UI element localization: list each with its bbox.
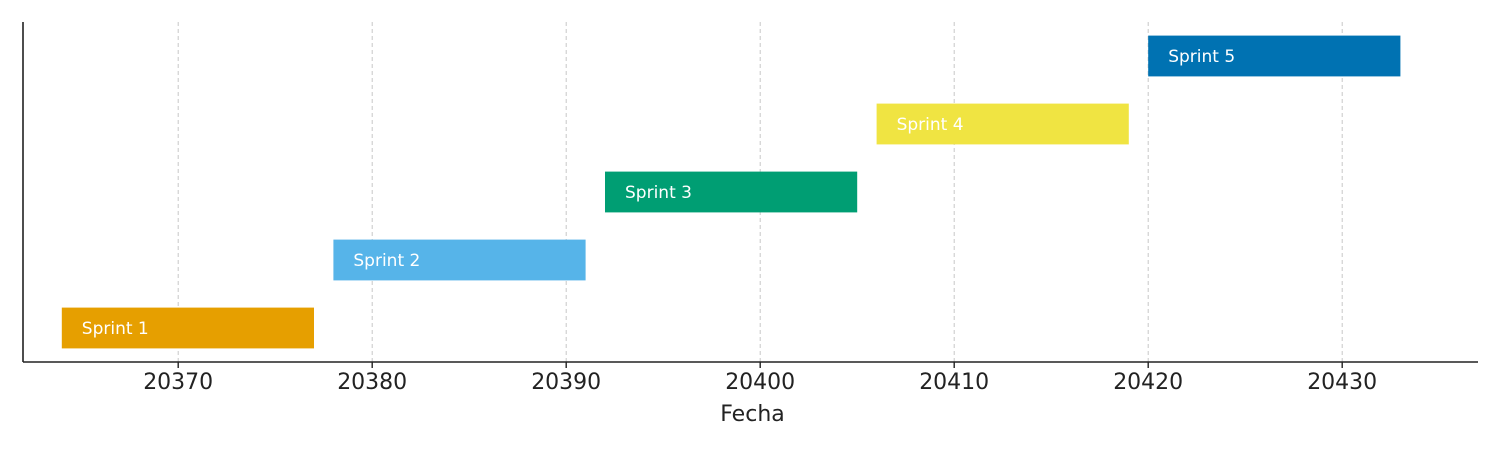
gantt-bar-label: Sprint 5 — [1168, 47, 1235, 67]
gantt-bar-label: Sprint 3 — [625, 183, 692, 203]
gantt-bar-label: Sprint 2 — [353, 251, 420, 271]
x-tick-label: 20380 — [337, 370, 407, 395]
x-tick-label: 20400 — [725, 370, 795, 395]
gantt-bar — [876, 103, 1129, 145]
x-tick-label: 20420 — [1113, 370, 1183, 395]
x-axis-label: Fecha — [720, 402, 785, 427]
gantt-bar — [333, 239, 586, 281]
gantt-bar — [605, 171, 858, 213]
gantt-bar — [61, 307, 314, 349]
gantt-bar-label: Sprint 4 — [897, 115, 964, 135]
gantt-bar — [1148, 35, 1401, 77]
gantt-bar-label: Sprint 1 — [82, 319, 149, 339]
bars: Sprint 1 Sprint 2 Sprint 3 Sprint 4 Sprint 5 — [61, 35, 1401, 349]
x-tick-label: 20390 — [531, 370, 601, 395]
x-ticks: 20370 20380 20390 20400 20410 20420 20430 — [143, 362, 1377, 395]
x-tick-label: 20430 — [1307, 370, 1377, 395]
x-tick-label: 20370 — [143, 370, 213, 395]
grid-lines — [177, 22, 1343, 362]
x-tick-label: 20410 — [919, 370, 989, 395]
axes — [22, 22, 1478, 363]
